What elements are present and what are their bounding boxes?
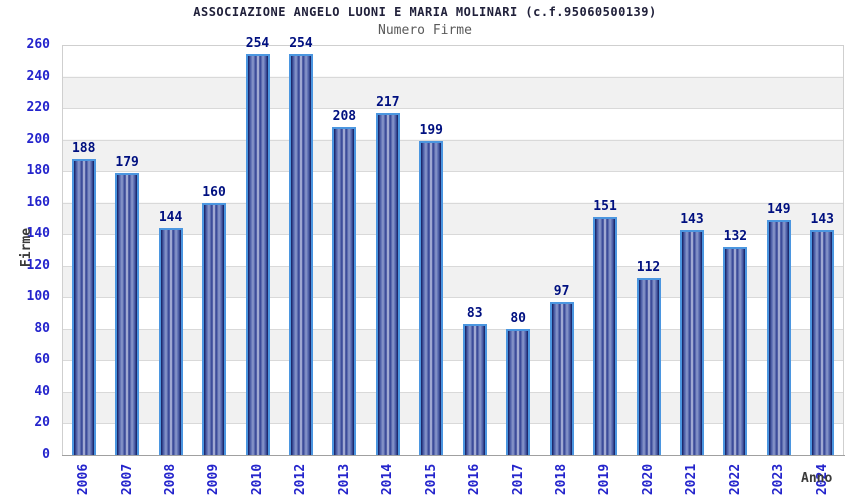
y-tick-label: 60	[34, 352, 50, 368]
bar-value-label: 199	[419, 123, 443, 139]
bar-value-label: 208	[332, 109, 357, 124]
x-tick-label: 2012	[293, 463, 309, 495]
y-tick-label: 100	[26, 289, 50, 305]
x-tick-label: 2018	[554, 463, 570, 495]
x-tick-label: 2021	[684, 463, 700, 495]
bar	[375, 112, 400, 455]
bar-value-label: 143	[810, 211, 834, 227]
gridline	[62, 423, 844, 425]
bar-value-label: 254	[245, 36, 270, 52]
bar	[636, 278, 661, 455]
gridline	[62, 234, 844, 236]
chart-subtitle: Numero Firme	[378, 23, 472, 38]
bar	[506, 328, 531, 455]
plot-area	[62, 45, 844, 455]
bar-value-label: 97	[553, 284, 570, 300]
bar-value-label: 144	[158, 209, 183, 225]
bar-value-label: 149	[767, 202, 791, 218]
bar-value-label: 112	[636, 260, 661, 276]
x-tick-label: 2013	[336, 463, 352, 495]
chart-title: ASSOCIAZIONE ANGELO LUONI E MARIA MOLINA…	[193, 5, 657, 19]
y-tick-label: 80	[34, 320, 50, 336]
bar	[679, 229, 704, 455]
x-axis-line	[62, 455, 845, 456]
y-tick-label: 40	[34, 383, 50, 399]
y-tick-label: 240	[26, 68, 50, 84]
y-tick-label: 120	[26, 257, 50, 273]
bar	[245, 54, 270, 455]
bar	[593, 216, 618, 455]
bar	[419, 141, 444, 455]
bar	[202, 202, 227, 455]
gridline	[62, 297, 844, 299]
y-axis-title: Firme	[19, 227, 35, 267]
x-tick-label: 2023	[771, 463, 787, 495]
x-tick-label: 2007	[119, 463, 135, 495]
y-tick-label: 260	[26, 37, 50, 52]
y-tick-label: 20	[34, 415, 50, 431]
bar-value-label: 83	[466, 306, 483, 322]
x-tick-label: 2009	[206, 463, 222, 495]
bar-value-label: 217	[376, 94, 400, 110]
bar-value-label: 179	[115, 154, 139, 170]
x-tick-label: 2016	[467, 463, 483, 495]
y-axis-title-wrap: Firme	[2, 222, 52, 272]
bar	[71, 158, 96, 455]
bar	[115, 172, 140, 455]
bar-value-label: 132	[723, 228, 748, 244]
bar	[288, 54, 313, 455]
gridline	[62, 328, 844, 330]
y-tick-label: 0	[42, 447, 50, 462]
bar-value-label: 151	[593, 198, 617, 214]
bar	[549, 302, 574, 455]
bar-value-label: 143	[680, 211, 704, 227]
gridline	[62, 202, 844, 204]
x-tick-label: 2010	[250, 463, 265, 495]
y-tick-label: 200	[26, 131, 50, 147]
bar	[723, 246, 748, 455]
x-tick-label: 2020	[641, 463, 656, 495]
y-tick-label: 140	[26, 226, 50, 242]
x-tick-label: 2017	[510, 463, 526, 495]
gridline	[62, 108, 844, 110]
gridline	[62, 360, 844, 362]
bar	[462, 324, 487, 455]
bar-value-label: 188	[71, 140, 96, 156]
x-tick-label: 2014	[380, 463, 396, 495]
gridline	[62, 171, 844, 173]
bar	[158, 227, 183, 455]
bar	[810, 229, 835, 455]
gridline	[62, 139, 844, 141]
gridline	[62, 45, 844, 46]
bar	[332, 127, 357, 455]
x-tick-label: 2006	[76, 463, 92, 495]
x-tick-label: 2019	[597, 463, 613, 495]
y-tick-label: 160	[26, 194, 50, 210]
bar	[766, 220, 791, 455]
gridline	[62, 391, 844, 393]
bar-value-label: 160	[202, 184, 226, 200]
bar-value-label: 254	[289, 36, 313, 52]
x-axis-title: Anno	[801, 471, 833, 486]
y-tick-label: 180	[26, 163, 50, 179]
y-tick-label: 220	[26, 100, 50, 116]
x-tick-label: 2008	[163, 463, 179, 495]
x-tick-label: 2022	[727, 463, 743, 495]
gridline	[62, 76, 844, 78]
bar-value-label: 80	[510, 310, 526, 326]
gridline	[62, 265, 844, 267]
x-tick-label: 2015	[423, 463, 439, 495]
